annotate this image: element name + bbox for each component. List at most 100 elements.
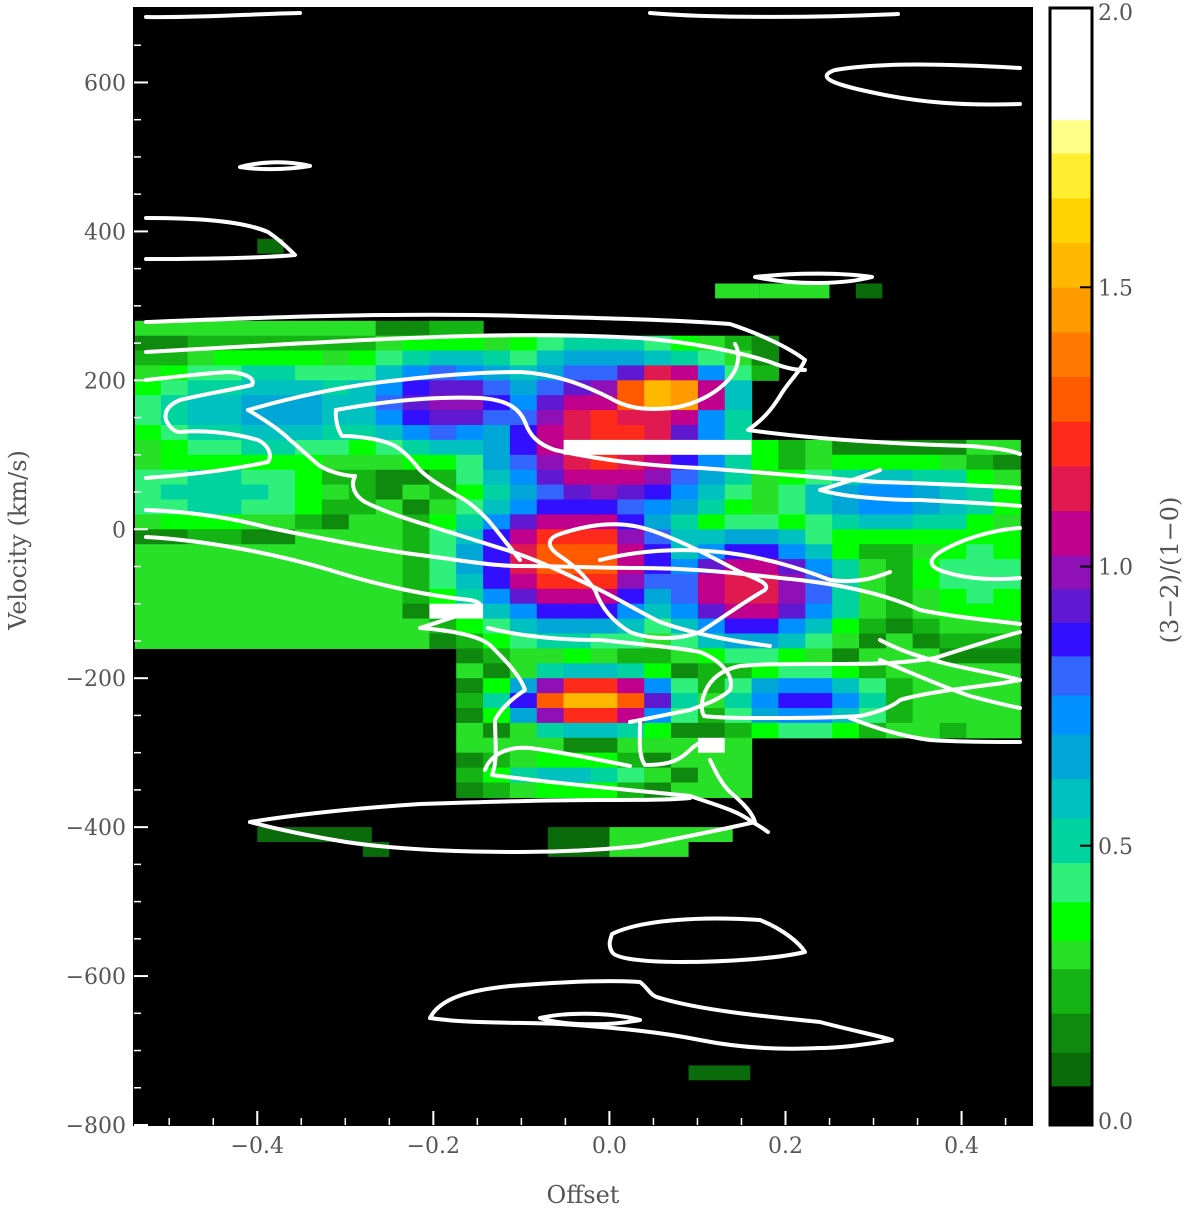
heatmap-cell — [241, 573, 269, 590]
heatmap-cell — [993, 529, 1021, 545]
heatmap-cell — [885, 514, 914, 530]
heatmap-cell — [563, 678, 592, 694]
heatmap-cell — [805, 454, 833, 471]
heatmap-cell — [697, 425, 726, 441]
heatmap-cell — [536, 722, 565, 739]
heatmap-cell — [187, 618, 216, 635]
heatmap-cell — [375, 603, 404, 620]
heatmap-cell — [778, 678, 806, 694]
heatmap-cell — [295, 633, 323, 649]
heatmap-cell — [590, 663, 618, 679]
heatmap-cell — [590, 573, 618, 590]
contour-line — [248, 796, 692, 824]
heatmap-cell — [483, 514, 511, 530]
heatmap-cell — [751, 365, 780, 381]
colorbar-band — [1050, 510, 1092, 556]
heatmap-cell — [322, 365, 350, 381]
heatmap-cell — [295, 618, 323, 635]
heatmap-cell — [671, 469, 699, 486]
heatmap-cell — [671, 514, 699, 530]
colorbar-ticks: 0.0 0.5 1.0 1.5 2.0 — [1080, 1, 1133, 1135]
colorbar-band — [1050, 588, 1092, 623]
heatmap-cell — [187, 350, 216, 366]
x-axis: −0.4 −0.2 0.0 0.2 0.4 — [168, 1111, 1007, 1159]
heatmap-cell — [187, 454, 216, 471]
heatmap-cell — [859, 544, 887, 560]
heatmap-cell — [939, 484, 968, 501]
heatmap-cell — [241, 410, 269, 426]
heatmap-cell — [134, 588, 162, 605]
x-tick-label: 0.0 — [592, 1134, 627, 1159]
contour-line — [144, 216, 297, 261]
heatmap-cell — [724, 648, 753, 664]
heatmap-cell — [268, 573, 296, 590]
heatmap-cell — [241, 320, 269, 337]
colorbar-tick-label: 0.5 — [1098, 835, 1133, 860]
heatmap-cell — [859, 663, 887, 679]
heatmap-cell — [241, 529, 269, 545]
heatmap-cell — [993, 469, 1021, 486]
heatmap-cell — [536, 380, 565, 396]
heatmap-cell — [697, 365, 726, 381]
heatmap-cell — [993, 603, 1021, 620]
heatmap-cell — [832, 529, 860, 545]
heatmap-cell — [134, 454, 162, 471]
heatmap-cell — [671, 693, 699, 709]
contour-line — [699, 630, 1022, 720]
heatmap-cell — [214, 573, 243, 590]
heatmap-cell — [778, 708, 806, 724]
heatmap-cell — [644, 484, 672, 501]
heatmap-cell — [805, 544, 833, 560]
heatmap-cell — [563, 365, 592, 381]
heatmap-cell — [671, 559, 699, 575]
contour-line — [246, 408, 772, 648]
colorbar-band — [1050, 153, 1092, 199]
contour-line — [486, 626, 733, 724]
heatmap-cell — [671, 663, 699, 679]
heatmap-cell — [134, 603, 162, 620]
heatmap-cell — [456, 454, 484, 471]
heatmap-cell — [724, 425, 753, 441]
heatmap-cell — [295, 588, 323, 605]
y-tick-label: −200 — [66, 667, 126, 692]
heatmap-cell — [456, 722, 484, 739]
heatmap-cell — [688, 1065, 751, 1081]
colorbar-band — [1050, 940, 1092, 970]
heatmap-cell — [590, 439, 618, 456]
heatmap-cell — [644, 410, 672, 426]
heatmap-cell — [778, 633, 806, 649]
heatmap-cell — [778, 603, 806, 620]
heatmap-cell — [187, 410, 216, 426]
colorbar-band — [1050, 655, 1092, 696]
heatmap-cell — [429, 484, 457, 501]
heatmap-cell — [429, 633, 457, 649]
heatmap-cell — [509, 499, 538, 515]
heatmap-cell — [832, 633, 860, 649]
colorbar-band — [1050, 734, 1092, 780]
heatmap-cell — [268, 499, 296, 515]
heatmap-cell — [590, 425, 618, 441]
heatmap-cell — [859, 499, 887, 515]
heatmap-cell — [671, 365, 699, 381]
heatmap-cell — [832, 722, 860, 739]
heatmap-cell — [536, 708, 565, 724]
heatmap-cell — [322, 499, 350, 515]
heatmap-cell — [134, 484, 162, 501]
heatmap-cell — [590, 722, 618, 739]
heatmap-cell — [268, 454, 296, 471]
heatmap-cell — [859, 603, 887, 620]
heatmap-cell — [563, 410, 592, 426]
heatmap-cell — [509, 380, 538, 396]
heatmap-cell — [134, 514, 162, 530]
heatmap-cell — [322, 320, 350, 337]
heatmap-cell — [644, 573, 672, 590]
heatmap-cell — [375, 454, 404, 471]
heatmap-cell — [966, 469, 994, 486]
heatmap-cell — [805, 439, 833, 456]
contour-line — [246, 342, 741, 412]
heatmap-cell — [832, 544, 860, 560]
heatmap-cell — [241, 633, 269, 649]
heatmap-cell — [993, 544, 1021, 560]
heatmap-cell — [805, 618, 833, 635]
heatmap-cell — [832, 454, 860, 471]
